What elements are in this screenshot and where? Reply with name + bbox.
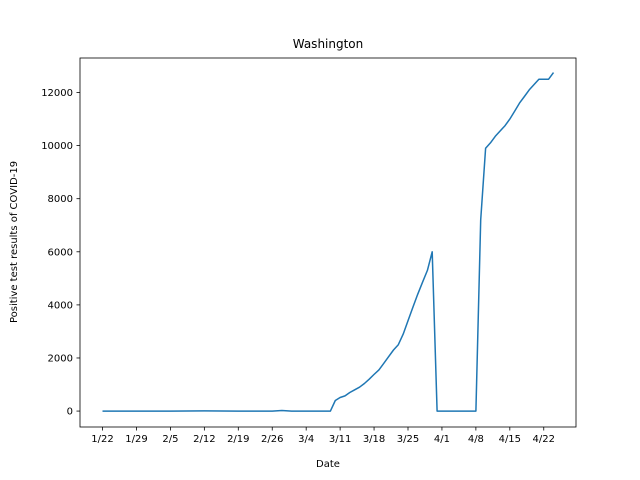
x-tick-label: 2/12 xyxy=(193,434,215,445)
x-tick-label: 3/18 xyxy=(363,434,385,445)
plot-area: 1/22 1/29 2/5 2/12 2/19 2/26 3/4 3/11 3/18 3/25 4/… xyxy=(41,57,577,445)
y-axis-label: Positive test results of COVID-19 xyxy=(9,161,20,323)
y-tick-label: 0 xyxy=(67,407,73,418)
series-line xyxy=(102,72,555,412)
axes-frame xyxy=(79,57,577,428)
x-tick-label: 4/15 xyxy=(499,434,521,445)
x-tick-label: 4/8 xyxy=(468,434,484,445)
x-tick-label: 1/29 xyxy=(125,434,147,445)
x-tick-label: 4/1 xyxy=(434,434,450,445)
y-tick-label: 2000 xyxy=(48,353,73,364)
x-tick-label: 3/25 xyxy=(397,434,419,445)
x-tick-label: 2/19 xyxy=(227,434,249,445)
x-tick-label: 2/5 xyxy=(162,434,178,445)
x-tick-label: 3/11 xyxy=(329,434,351,445)
x-tick-label: 1/22 xyxy=(91,434,113,445)
chart-title: Washington xyxy=(293,37,364,51)
x-tick-label: 3/4 xyxy=(298,434,314,445)
x-tick-label: 2/26 xyxy=(261,434,283,445)
y-tick-label: 6000 xyxy=(48,247,73,258)
y-tick-label: 10000 xyxy=(41,141,73,152)
x-axis-label: Date xyxy=(316,459,340,470)
x-tick-label: 4/22 xyxy=(533,434,555,445)
y-tick-label: 4000 xyxy=(48,300,73,311)
y-tick-label: 12000 xyxy=(41,88,73,99)
y-tick-label: 8000 xyxy=(48,194,73,205)
